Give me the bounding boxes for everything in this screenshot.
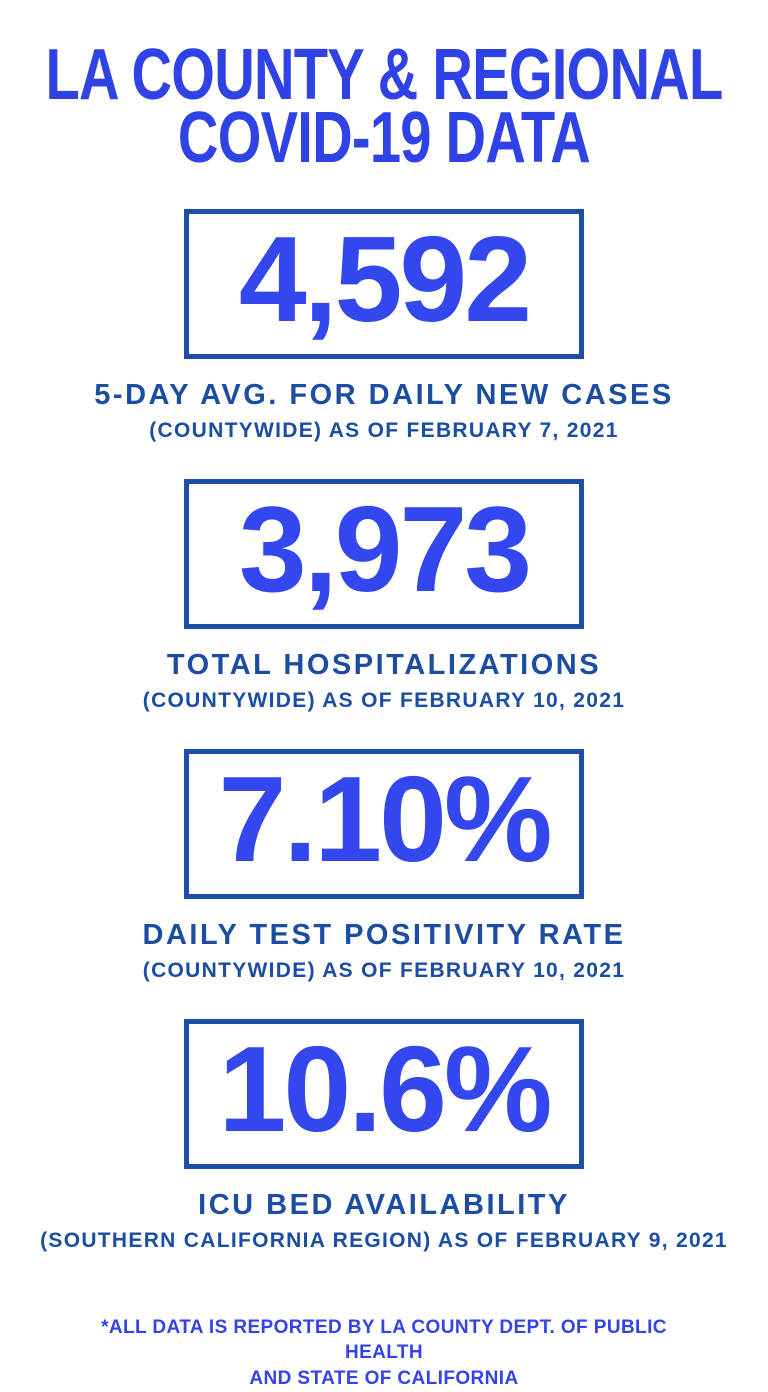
page-title: LA COUNTY & REGIONAL COVID-19 DATA bbox=[45, 39, 723, 174]
page-title-line1: LA COUNTY & REGIONAL bbox=[45, 35, 723, 115]
footnote-line2: AND STATE OF CALIFORNIA bbox=[249, 1368, 519, 1389]
stat-value-icu-availability: 10.6% bbox=[218, 1020, 553, 1157]
stat-value-hospitalizations: 3,973 bbox=[238, 480, 532, 617]
stat-detail-daily-new-cases: (COUNTYWIDE) AS OF FEBRUARY 7, 2021 bbox=[149, 418, 619, 442]
stat-box-hospitalizations: 3,973 bbox=[184, 478, 584, 629]
stat-box-test-positivity: 7.10% bbox=[184, 748, 584, 899]
stat-label-test-positivity: DAILY TEST POSITIVITY RATE bbox=[142, 918, 626, 951]
stat-label-daily-new-cases: 5-DAY AVG. FOR DAILY NEW CASES bbox=[94, 378, 674, 411]
stat-label-hospitalizations: TOTAL HOSPITALIZATIONS bbox=[166, 648, 602, 681]
page-title-line2: COVID-19 DATA bbox=[177, 98, 591, 179]
stat-box-icu-availability: 10.6% bbox=[184, 1018, 584, 1169]
data-source-footnote: *ALL DATA IS REPORTED BY LA COUNTY DEPT.… bbox=[64, 1315, 704, 1392]
stat-detail-test-positivity: (COUNTYWIDE) AS OF FEBRUARY 10, 2021 bbox=[142, 958, 626, 982]
stat-section-icu-availability: 10.6% ICU BED AVAILABILITY (SOUTHERN CAL… bbox=[40, 1018, 728, 1253]
stat-value-test-positivity: 7.10% bbox=[218, 750, 553, 887]
stat-detail-hospitalizations: (COUNTYWIDE) AS OF FEBRUARY 10, 2021 bbox=[142, 688, 626, 712]
stat-label-icu-availability: ICU BED AVAILABILITY bbox=[198, 1188, 570, 1221]
stat-detail-icu-availability: (SOUTHERN CALIFORNIA REGION) AS OF FEBRU… bbox=[40, 1228, 728, 1252]
footnote-line1: *ALL DATA IS REPORTED BY LA COUNTY DEPT.… bbox=[101, 1316, 667, 1364]
stat-section-daily-new-cases: 4,592 5-DAY AVG. FOR DAILY NEW CASES (CO… bbox=[94, 208, 674, 443]
stat-section-test-positivity: 7.10% DAILY TEST POSITIVITY RATE (COUNTY… bbox=[142, 748, 626, 983]
stat-box-daily-new-cases: 4,592 bbox=[183, 208, 584, 359]
stat-value-daily-new-cases: 4,592 bbox=[238, 210, 532, 347]
stat-section-hospitalizations: 3,973 TOTAL HOSPITALIZATIONS (COUNTYWIDE… bbox=[142, 478, 626, 713]
